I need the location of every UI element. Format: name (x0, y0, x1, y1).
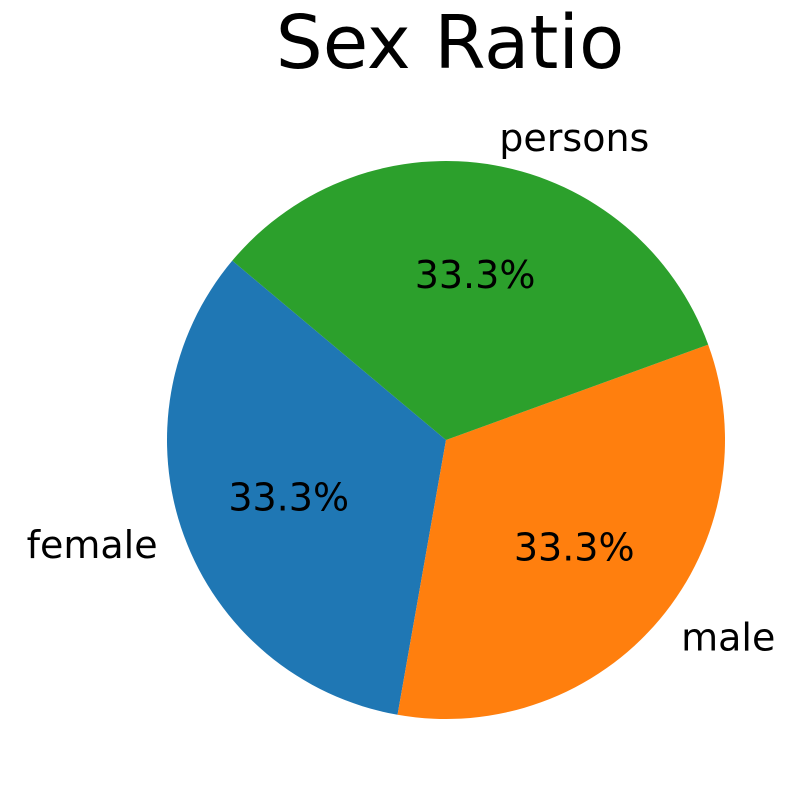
pie-slice-male (397, 344, 726, 719)
pie-slice-female (167, 260, 446, 715)
slice-percent-label-persons: 33.3% (415, 253, 536, 297)
slice-percent-label-female: 33.3% (228, 475, 349, 519)
slice-percent-label-male: 33.3% (514, 526, 635, 570)
slice-category-label-persons: persons (499, 116, 649, 160)
chart-title: Sex Ratio (275, 0, 625, 86)
pie-slice-persons (232, 160, 709, 440)
slice-category-label-male: male (681, 615, 775, 659)
slice-category-label-female: female (27, 523, 158, 567)
